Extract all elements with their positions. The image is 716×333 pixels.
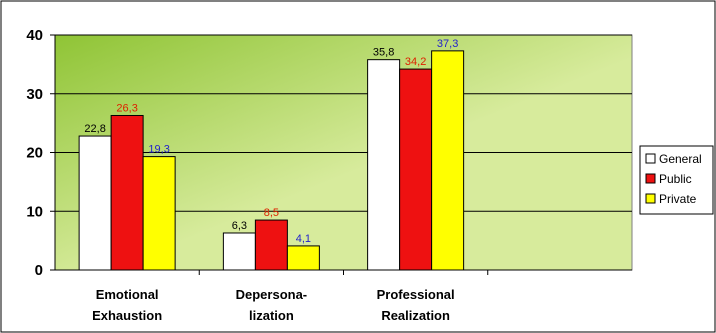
- data-label: 37,3: [437, 38, 458, 50]
- bar: [142, 156, 176, 271]
- y-tick-label: 10: [26, 203, 43, 220]
- bar: [110, 114, 144, 271]
- y-tick-label: 40: [26, 27, 43, 44]
- y-tick-label: 30: [26, 86, 43, 103]
- data-label: 6,3: [232, 220, 247, 232]
- x-category-label-line: Emotional: [96, 287, 159, 302]
- data-label: 19,3: [148, 144, 169, 156]
- data-label: 8,5: [264, 207, 279, 219]
- x-category-label: Emotional Exhaustion: [92, 287, 162, 323]
- bar: [222, 232, 256, 271]
- bar: [286, 245, 320, 271]
- x-category-label: Professional Realization: [377, 287, 455, 323]
- bar: [254, 219, 288, 271]
- bar: [367, 59, 401, 271]
- legend-swatch: [645, 193, 656, 204]
- data-label: 35,8: [373, 47, 394, 59]
- x-category-label-line: lization: [249, 308, 294, 323]
- data-label: 26,3: [116, 102, 137, 114]
- x-category-label-line: Realization: [381, 308, 450, 323]
- bar: [431, 50, 465, 271]
- x-category-label: Depersona-lization: [236, 287, 308, 323]
- legend-label: Public: [659, 172, 692, 186]
- data-label: 22,8: [84, 123, 105, 135]
- y-tick-label: 20: [26, 145, 43, 162]
- x-category-label-line: Professional: [377, 287, 455, 302]
- legend-label: General: [659, 152, 702, 166]
- legend-swatch: [645, 173, 656, 184]
- x-category-label-line: Depersona-: [236, 287, 308, 302]
- x-category-label-line: Exhaustion: [92, 308, 162, 323]
- data-label: 4,1: [296, 233, 311, 245]
- legend-label: Private: [659, 192, 697, 206]
- data-label: 34,2: [405, 56, 426, 68]
- bar: [399, 68, 433, 271]
- y-tick-label: 0: [35, 262, 43, 279]
- legend-swatch: [645, 153, 656, 164]
- bar: [78, 135, 112, 271]
